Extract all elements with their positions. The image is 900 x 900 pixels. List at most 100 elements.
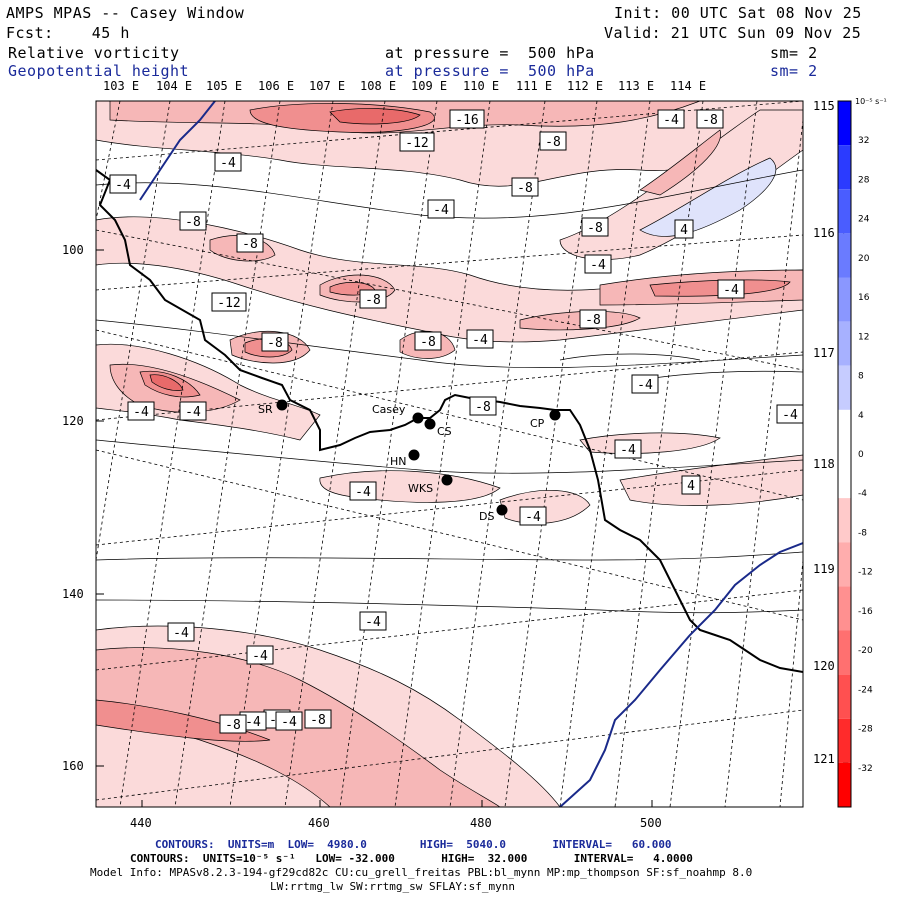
colorbar-bin (838, 762, 851, 807)
svg-text:4: 4 (687, 479, 695, 494)
colorbar-label: 32 (858, 136, 869, 146)
contour-label: -8 (511, 177, 539, 197)
top-lon-label: 104 E (156, 79, 192, 93)
station-sr: SR (258, 399, 288, 416)
svg-text:WKS: WKS (408, 482, 433, 495)
station-wks: WKS (408, 474, 453, 495)
svg-text:-8: -8 (702, 113, 718, 128)
colorbar-bin (838, 454, 851, 499)
svg-text:-4: -4 (173, 626, 189, 641)
svg-text:-4: -4 (782, 408, 798, 423)
top-lon-label: 110 E (463, 79, 499, 93)
x-axis-ticks: 440 460 480 500 (130, 800, 662, 830)
contour-label: -12 (211, 292, 247, 312)
x-tick-label: 440 (130, 816, 152, 830)
colorbar-bin (838, 542, 851, 587)
x-tick-label: 500 (640, 816, 662, 830)
top-lon-label: 107 E (309, 79, 345, 93)
y-tick-label: 160 (62, 759, 84, 773)
top-lon-label: 108 E (360, 79, 396, 93)
contour-label: -4 (167, 622, 195, 642)
svg-text:-8: -8 (242, 237, 258, 252)
contour-label: -4 (179, 401, 207, 421)
svg-text:-4: -4 (590, 258, 606, 273)
colorbar-bin (838, 101, 851, 146)
svg-text:-8: -8 (225, 718, 241, 733)
colorbar-label: 28 (858, 175, 870, 185)
svg-text:Casey: Casey (372, 403, 406, 416)
svg-text:-12: -12 (217, 296, 240, 311)
svg-text:CP: CP (530, 417, 545, 430)
contour-label: -4 (109, 174, 137, 194)
contour-label: -4 (584, 254, 612, 274)
contour-label: -4 (717, 279, 745, 299)
colorbar-label: -12 (858, 568, 873, 578)
contour-label: -16 (449, 109, 485, 129)
svg-text:-4: -4 (220, 156, 236, 171)
x-tick-label: 480 (470, 816, 492, 830)
svg-text:-4: -4 (433, 203, 449, 218)
contour-label: -12 (399, 132, 435, 152)
top-lon-label: 105 E (206, 79, 242, 93)
y-tick-label: 100 (62, 243, 84, 257)
svg-text:-8: -8 (185, 215, 201, 230)
svg-text:-4: -4 (620, 443, 636, 458)
colorbar-bin (838, 145, 851, 190)
colorbar-label: 8 (858, 372, 864, 382)
colorbar-bin (838, 277, 851, 322)
colorbar-label: -24 (858, 685, 873, 695)
colorbar-bin (838, 674, 851, 719)
top-lon-label: 111 E (516, 79, 552, 93)
contour-label: -8 (469, 396, 497, 416)
colorbar-bin (838, 586, 851, 631)
footer-model-info: Model Info: MPASv8.2.3-194-gf29cd82c CU:… (90, 866, 753, 879)
contour-label: -8 (359, 289, 387, 309)
contour-label: -4 (427, 199, 455, 219)
top-lon-label: 106 E (258, 79, 294, 93)
station-cs: CS (424, 418, 452, 438)
colorbar-bin (838, 321, 851, 366)
colorbar-label: 12 (858, 332, 869, 342)
colorbar-label: 4 (858, 411, 864, 421)
svg-text:-4: -4 (115, 178, 131, 193)
colorbar-bin (838, 498, 851, 543)
contour-label: -4 (214, 152, 242, 172)
contour-label: -8 (696, 109, 724, 129)
colorbar-label: -8 (858, 528, 867, 538)
contour-label: -4 (776, 404, 804, 424)
contour-label: -8 (304, 709, 332, 729)
contour-label: -4 (359, 611, 387, 631)
svg-text:-4: -4 (525, 510, 541, 525)
contour-label: -8 (581, 217, 609, 237)
contour-label: -4 (519, 506, 547, 526)
svg-text:HN: HN (390, 455, 407, 468)
contour-label: -4 (657, 109, 685, 129)
lat-lon-grid (96, 101, 803, 807)
colorbar-bin (838, 630, 851, 675)
svg-text:-4: -4 (365, 615, 381, 630)
top-lon-label: 103 E (103, 79, 139, 93)
svg-text:-4: -4 (663, 113, 679, 128)
contour-label: -8 (261, 332, 289, 352)
colorbar-bin (838, 189, 851, 234)
field2-pressure: at pressure = 500 hPa (385, 62, 595, 80)
vorticity-contours (96, 169, 803, 614)
contour-label: -4 (614, 439, 642, 459)
svg-text:-8: -8 (310, 713, 326, 728)
contour-label: -8 (579, 309, 607, 329)
top-lon-label: 112 E (567, 79, 603, 93)
plot-frame (95, 100, 804, 808)
contour-label: -4 (246, 645, 274, 665)
svg-text:-4: -4 (245, 715, 261, 730)
stations: SR Casey CS CP HN WKS DS (258, 399, 561, 523)
top-lon-label: 114 E (670, 79, 706, 93)
contour-label: -8 (414, 331, 442, 351)
svg-text:-8: -8 (585, 313, 601, 328)
geopotential-contour-north (139, 101, 216, 201)
colorbar-label: -32 (858, 764, 873, 774)
footer-geopotential-contours: CONTOURS: UNITS=m LOW= 4980.0 HIGH= 5040… (155, 838, 672, 851)
colorbar-bin (838, 233, 851, 278)
contour-label: -4 (275, 711, 303, 731)
svg-text:-8: -8 (267, 336, 283, 351)
